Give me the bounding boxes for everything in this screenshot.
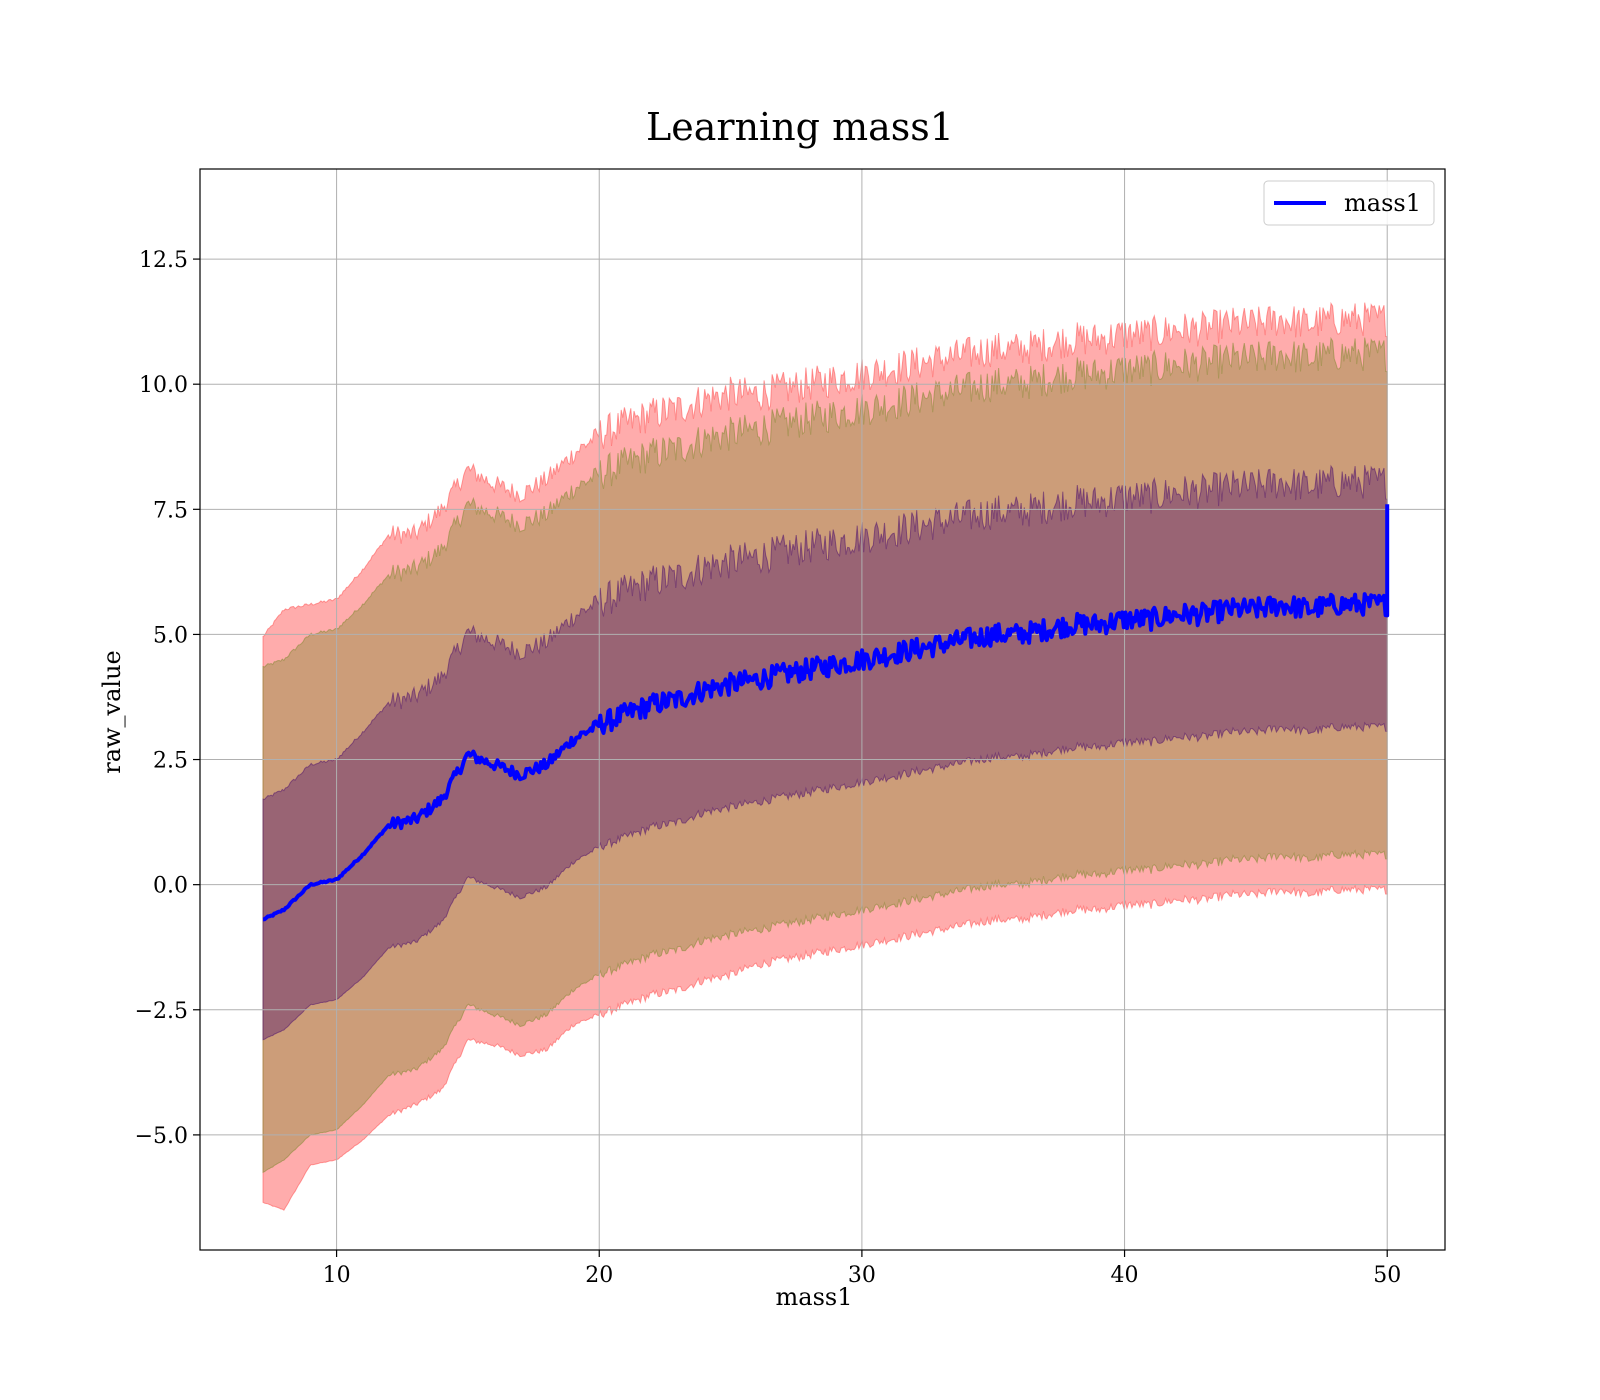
y-tick-label: 10.0 <box>139 373 188 398</box>
series-lines <box>262 504 1390 922</box>
confidence-bands <box>262 301 1388 1211</box>
x-tick-label: 30 <box>848 1263 876 1288</box>
y-tick-label: −5.0 <box>135 1124 188 1149</box>
legend-label: mass1 <box>1344 189 1421 217</box>
y-tick-label: 5.0 <box>153 623 188 648</box>
y-tick-label: 0.0 <box>153 874 188 899</box>
x-axis-label: mass1 <box>776 1283 853 1311</box>
y-axis-label: raw_value <box>98 650 126 774</box>
plot-frame <box>199 168 1446 1251</box>
y-tick-label: 2.5 <box>153 749 188 774</box>
y-tick-label: 12.5 <box>139 248 188 273</box>
x-tick-label: 50 <box>1373 1263 1401 1288</box>
axes-frame <box>199 168 1446 1251</box>
grid-lines <box>200 169 1445 1250</box>
legend-box <box>1263 180 1435 226</box>
chart-title: Learning mass1 <box>646 105 954 149</box>
y-axis-ticks: −5.0 −2.5 0.0 2.5 5.0 7.5 10.0 12.5 <box>135 248 200 1149</box>
y-tick-label: −2.5 <box>135 999 188 1024</box>
x-tick-label: 40 <box>1111 1263 1139 1288</box>
x-axis-ticks: 10 20 30 40 50 <box>323 1250 1401 1288</box>
x-tick-label: 20 <box>585 1263 613 1288</box>
series-line-mass1 <box>262 504 1390 922</box>
legend: mass1 <box>1263 180 1435 226</box>
y-tick-label: 7.5 <box>153 498 188 523</box>
x-tick-label: 10 <box>323 1263 351 1288</box>
